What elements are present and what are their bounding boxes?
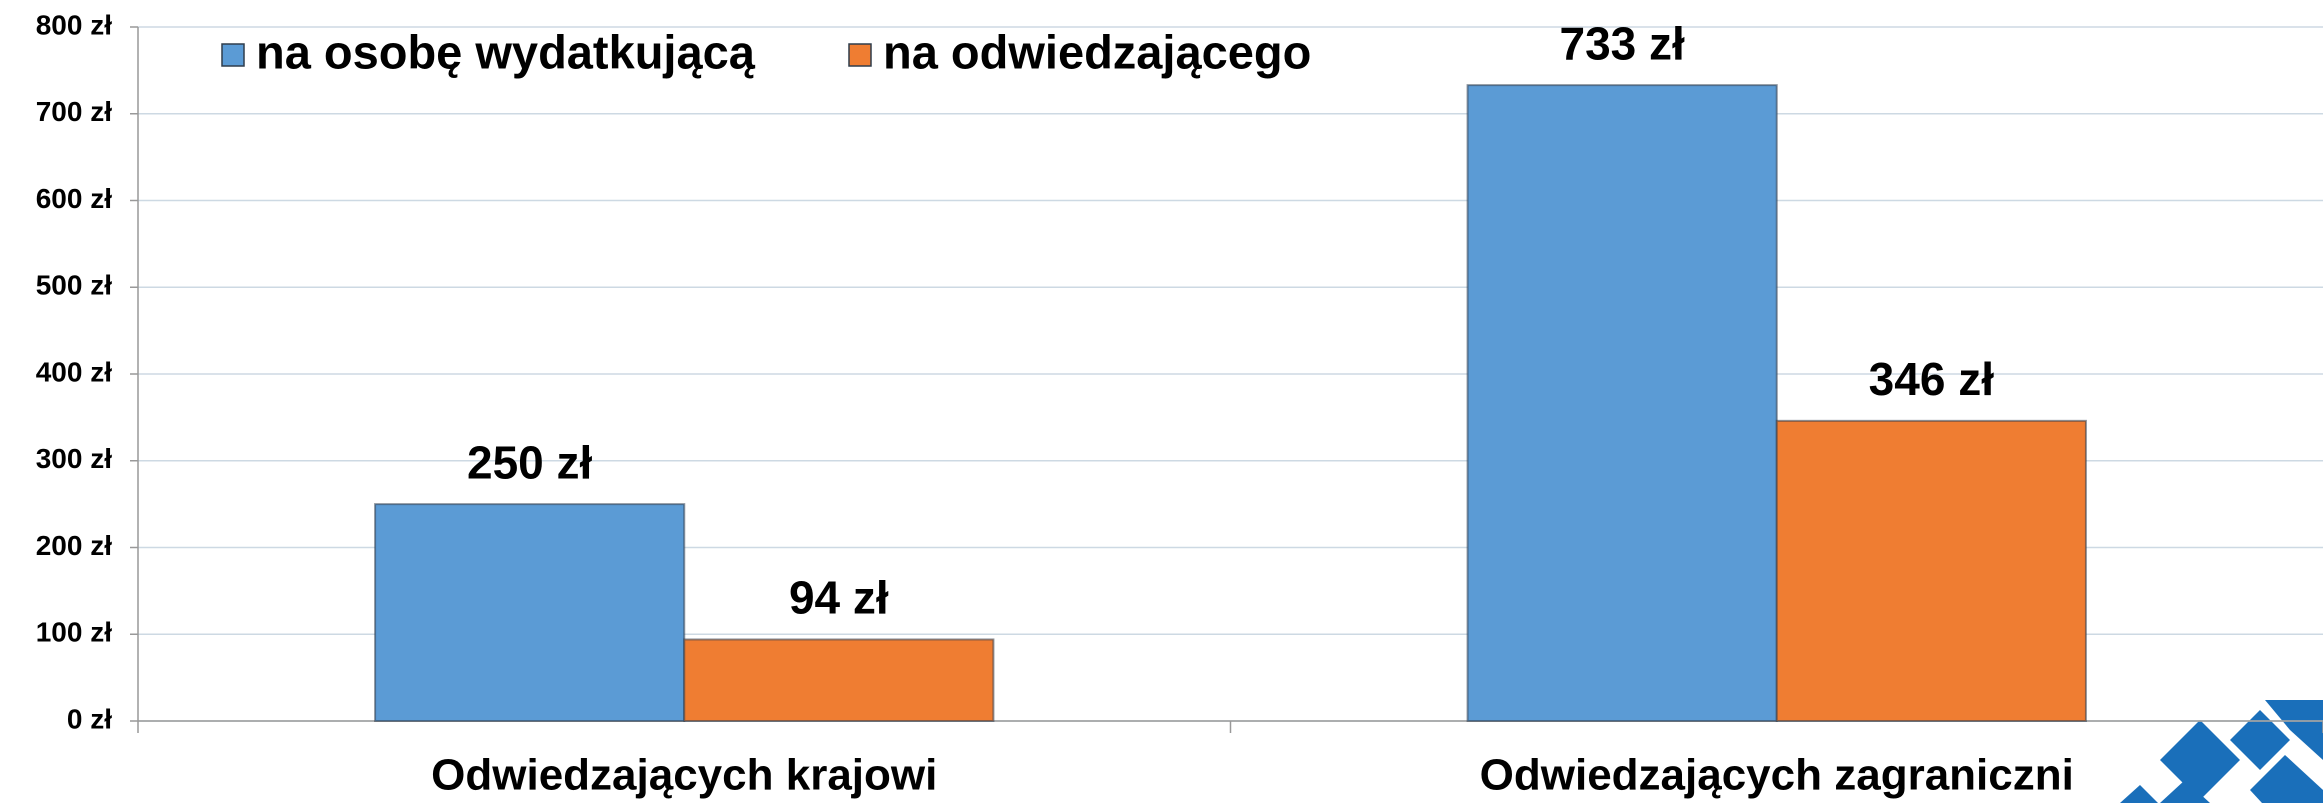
bar <box>1466 84 1778 722</box>
y-tick-label: 400 zł <box>36 356 112 387</box>
bar <box>374 503 686 722</box>
value-label: 346 zł <box>1869 353 1995 405</box>
y-tick-label: 100 zł <box>36 617 112 648</box>
bar <box>1775 419 2087 722</box>
legend-label: na osobę wydatkującą <box>256 25 756 78</box>
y-tick-label: 300 zł <box>36 443 112 474</box>
y-tick-label: 0 zł <box>67 703 112 734</box>
x-tick-label: Odwiedzających krajowi <box>431 751 937 800</box>
legend-swatch <box>848 43 872 67</box>
y-tick-label: 600 zł <box>36 183 112 214</box>
legend-swatch <box>221 43 245 67</box>
y-tick-label: 800 zł <box>36 9 112 40</box>
value-label: 250 zł <box>467 436 593 488</box>
y-tick-label: 500 zł <box>36 270 112 301</box>
y-tick-label: 200 zł <box>36 530 112 561</box>
x-tick-label: Odwiedzających zagraniczni <box>1480 751 2074 800</box>
legend-label: na odwiedzającego <box>883 25 1311 78</box>
bar <box>683 638 995 723</box>
value-label: 733 zł <box>1560 17 1686 69</box>
y-tick-label: 700 zł <box>36 96 112 127</box>
value-label: 94 zł <box>789 572 889 624</box>
logo <box>2120 700 2323 803</box>
